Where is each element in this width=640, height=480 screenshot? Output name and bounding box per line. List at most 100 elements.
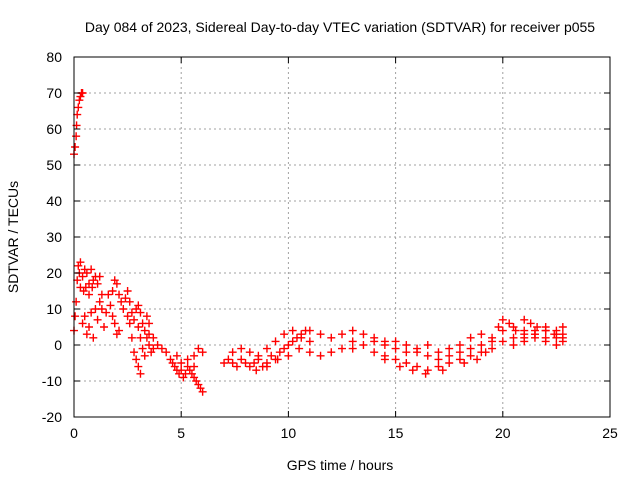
data-point bbox=[466, 333, 475, 342]
data-point bbox=[140, 326, 149, 335]
data-point bbox=[228, 348, 237, 357]
data-point bbox=[73, 110, 82, 119]
data-point bbox=[125, 297, 134, 306]
data-point bbox=[348, 337, 357, 346]
data-point bbox=[149, 333, 158, 342]
data-point bbox=[149, 344, 158, 353]
data-points bbox=[70, 89, 567, 396]
data-point bbox=[280, 330, 289, 339]
data-point bbox=[136, 369, 145, 378]
data-point bbox=[295, 344, 304, 353]
data-point bbox=[130, 348, 139, 357]
data-point bbox=[102, 308, 111, 317]
data-point bbox=[408, 366, 417, 375]
data-point bbox=[434, 362, 443, 371]
data-point bbox=[130, 315, 139, 324]
data-point bbox=[434, 348, 443, 357]
data-point bbox=[494, 323, 503, 331]
data-point bbox=[127, 333, 136, 342]
data-point bbox=[110, 319, 119, 328]
y-tick-label: 60 bbox=[46, 121, 62, 137]
data-point bbox=[87, 308, 96, 317]
x-tick-label: 20 bbox=[495, 425, 511, 441]
data-point bbox=[220, 359, 229, 367]
data-point bbox=[455, 341, 464, 349]
data-point bbox=[288, 337, 297, 346]
data-point bbox=[520, 337, 529, 346]
data-point bbox=[162, 348, 171, 357]
y-tick-label: 40 bbox=[46, 193, 62, 209]
data-point bbox=[87, 265, 96, 274]
data-point bbox=[288, 326, 297, 335]
data-point bbox=[402, 348, 411, 357]
data-point bbox=[338, 344, 346, 353]
data-point bbox=[391, 337, 400, 346]
data-point bbox=[140, 351, 149, 360]
y-tick-label: 10 bbox=[46, 301, 62, 317]
data-point bbox=[267, 351, 276, 360]
data-point bbox=[198, 348, 207, 357]
data-point bbox=[530, 333, 539, 342]
data-point bbox=[460, 359, 469, 367]
data-point bbox=[237, 355, 246, 364]
data-point bbox=[245, 348, 254, 357]
data-point bbox=[145, 330, 154, 339]
data-point bbox=[252, 366, 261, 375]
data-point bbox=[280, 344, 289, 353]
data-point bbox=[190, 362, 199, 371]
data-point bbox=[505, 319, 514, 328]
data-point bbox=[115, 290, 124, 299]
data-point bbox=[526, 319, 535, 328]
data-point bbox=[316, 330, 325, 339]
y-tick-label: 70 bbox=[46, 85, 62, 101]
data-point bbox=[157, 344, 166, 353]
data-point bbox=[117, 297, 126, 306]
data-point bbox=[477, 348, 486, 357]
data-point bbox=[370, 348, 379, 357]
data-point bbox=[558, 333, 567, 342]
data-point bbox=[183, 355, 192, 364]
data-point bbox=[88, 283, 97, 292]
data-point bbox=[75, 96, 84, 105]
data-point bbox=[284, 351, 293, 360]
data-point bbox=[134, 323, 143, 331]
data-point bbox=[541, 337, 550, 346]
data-point bbox=[348, 326, 357, 335]
data-point bbox=[93, 315, 102, 324]
data-point bbox=[466, 351, 475, 360]
data-point bbox=[153, 341, 162, 349]
y-tick-label: 20 bbox=[46, 265, 62, 281]
data-point bbox=[413, 362, 422, 371]
data-point bbox=[445, 344, 454, 353]
data-point bbox=[509, 341, 518, 349]
data-point bbox=[125, 319, 134, 328]
data-point bbox=[370, 337, 379, 346]
data-point bbox=[82, 330, 91, 339]
data-point bbox=[80, 312, 89, 321]
chart-title: Day 084 of 2023, Sidereal Day-to-day VTE… bbox=[85, 19, 595, 35]
data-point bbox=[348, 344, 357, 353]
data-point bbox=[434, 355, 443, 364]
data-point bbox=[82, 269, 91, 277]
data-point bbox=[473, 355, 482, 364]
x-tick-label: 5 bbox=[177, 425, 185, 441]
data-point bbox=[250, 359, 259, 367]
data-point bbox=[232, 362, 241, 371]
data-point bbox=[271, 337, 280, 346]
data-point bbox=[498, 337, 507, 346]
data-point bbox=[316, 351, 325, 360]
data-point bbox=[93, 279, 102, 288]
data-point bbox=[488, 344, 497, 353]
data-point bbox=[445, 351, 454, 360]
data-point bbox=[338, 330, 346, 339]
data-point bbox=[262, 344, 271, 353]
x-tick-label: 15 bbox=[388, 425, 404, 441]
data-point bbox=[142, 312, 151, 321]
data-point bbox=[558, 323, 567, 331]
data-point bbox=[445, 359, 454, 367]
data-point bbox=[305, 337, 314, 346]
data-point bbox=[455, 355, 464, 364]
y-axis-label: SDTVAR / TECUs bbox=[5, 181, 21, 293]
